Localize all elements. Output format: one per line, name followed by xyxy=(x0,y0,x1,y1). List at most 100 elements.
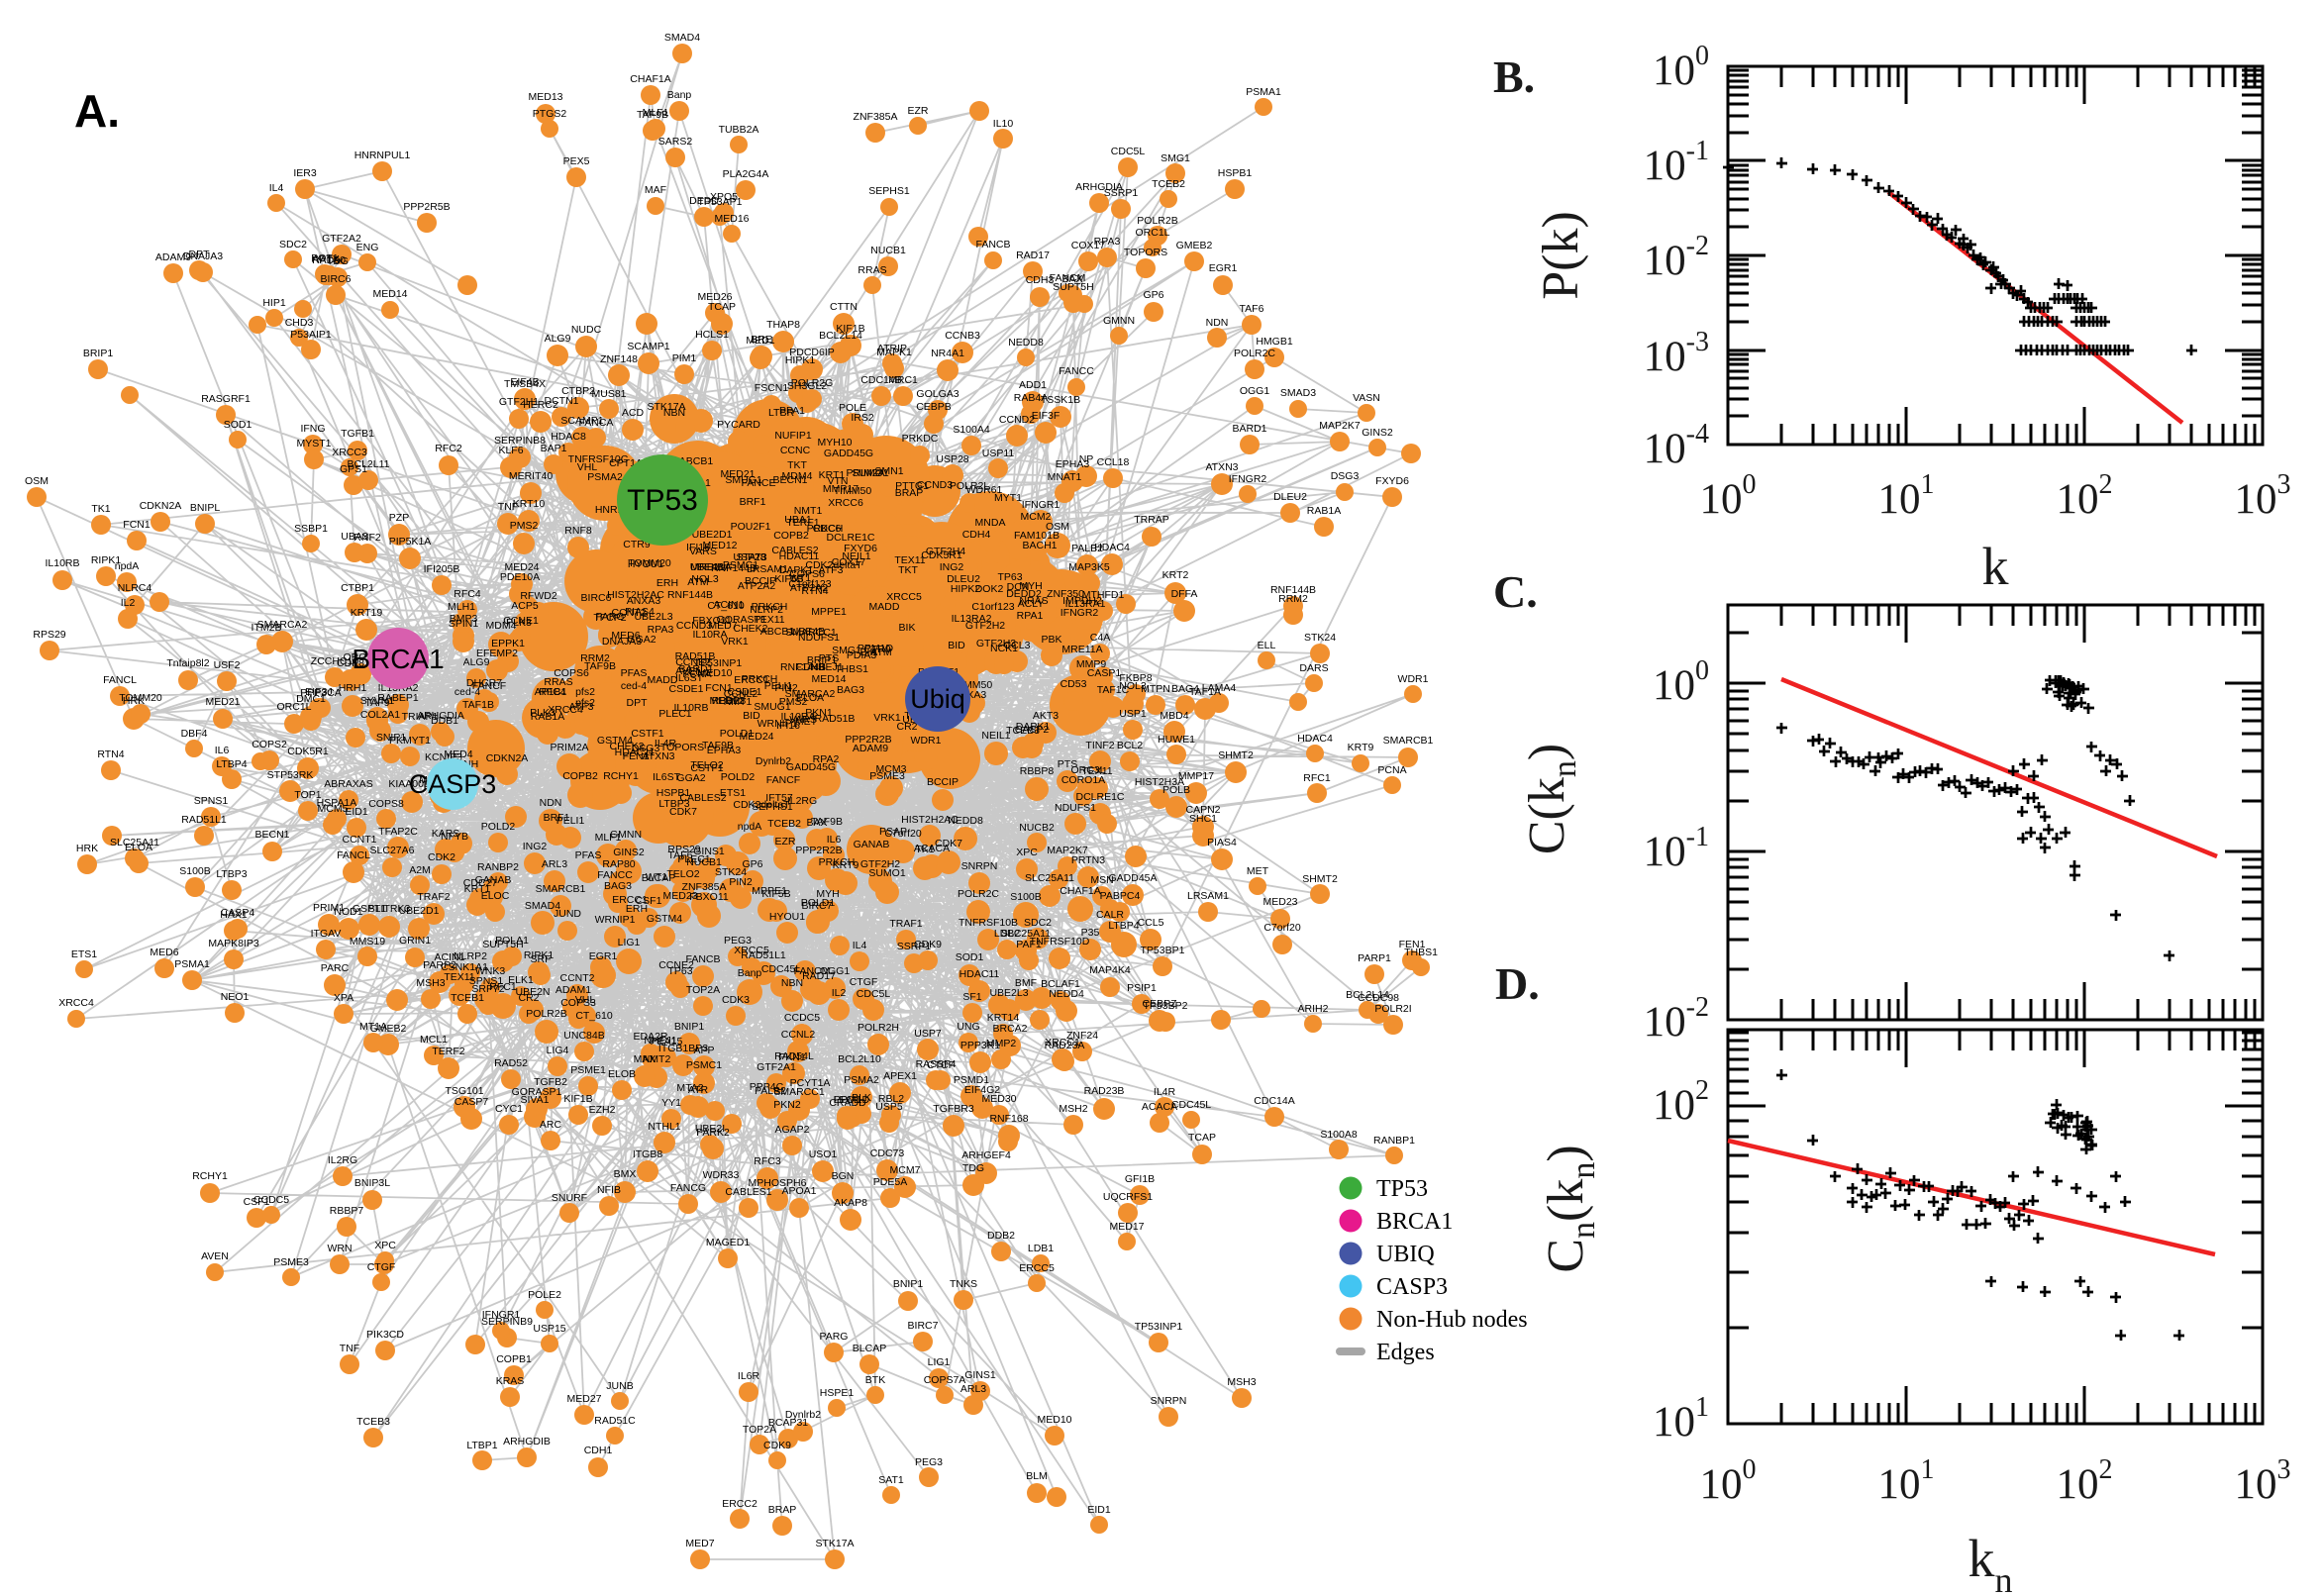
svg-text:CHEK2: CHEK2 xyxy=(733,623,767,635)
svg-text:ATRIP: ATRIP xyxy=(877,343,907,354)
svg-text:ETS1: ETS1 xyxy=(71,948,97,960)
svg-text:ANXA3: ANXA3 xyxy=(627,595,661,607)
svg-text:SLITRK3: SLITRK3 xyxy=(368,903,411,915)
svg-text:CCND3: CCND3 xyxy=(917,479,953,491)
svg-text:PPA1: PPA1 xyxy=(779,405,805,417)
svg-text:NBN: NBN xyxy=(663,407,685,419)
svg-text:NUDC: NUDC xyxy=(571,324,602,336)
svg-text:MED7: MED7 xyxy=(685,1538,714,1549)
svg-text:PLEC1: PLEC1 xyxy=(677,853,710,865)
svg-text:NOL3: NOL3 xyxy=(691,573,719,585)
svg-text:RNF168: RNF168 xyxy=(989,1113,1028,1125)
svg-text:PABPC4: PABPC4 xyxy=(1100,890,1141,902)
svg-text:PKN1: PKN1 xyxy=(805,707,833,719)
svg-text:PIM1: PIM1 xyxy=(672,352,697,364)
svg-text:NDN: NDN xyxy=(540,797,562,809)
svg-text:RAP80: RAP80 xyxy=(602,858,635,870)
svg-text:TNF: TNF xyxy=(340,1343,359,1354)
svg-text:PRTN3: PRTN3 xyxy=(1071,854,1105,866)
svg-text:UQCRFS1: UQCRFS1 xyxy=(1103,1191,1153,1203)
svg-text:TAF1B: TAF1B xyxy=(462,699,494,711)
svg-text:RTN4: RTN4 xyxy=(801,585,828,597)
svg-text:POLD2: POLD2 xyxy=(721,771,756,783)
svg-text:MDM4: MDM4 xyxy=(486,620,517,632)
svg-text:MED24: MED24 xyxy=(504,561,539,573)
svg-text:BCL2L14: BCL2L14 xyxy=(819,330,862,342)
svg-text:IL2: IL2 xyxy=(832,987,847,999)
svg-text:WT1: WT1 xyxy=(789,572,811,584)
svg-text:SCAMP1: SCAMP1 xyxy=(627,341,669,352)
svg-text:MDM4: MDM4 xyxy=(782,470,813,482)
svg-text:C7orf20: C7orf20 xyxy=(884,828,922,840)
svg-text:TEX11: TEX11 xyxy=(894,554,925,566)
svg-text:EPHA3: EPHA3 xyxy=(707,745,742,756)
svg-text:LRSAM1: LRSAM1 xyxy=(747,563,788,575)
svg-text:IFNGR2: IFNGR2 xyxy=(1060,607,1099,619)
svg-text:SUPT5H: SUPT5H xyxy=(1053,281,1093,293)
svg-text:FANCA: FANCA xyxy=(578,417,613,429)
svg-text:MMP17: MMP17 xyxy=(823,483,858,495)
svg-text:GANAB: GANAB xyxy=(475,874,512,886)
svg-text:SLC25A11: SLC25A11 xyxy=(1001,928,1051,940)
svg-text:XPC: XPC xyxy=(1016,847,1038,858)
svg-text:TEX11: TEX11 xyxy=(754,614,784,626)
svg-text:FXYD6: FXYD6 xyxy=(844,543,877,554)
svg-text:RPA1: RPA1 xyxy=(1017,610,1044,622)
svg-text:CASP7: CASP7 xyxy=(454,1096,489,1108)
svg-text:RBL2: RBL2 xyxy=(878,1093,904,1105)
svg-text:FANCM: FANCM xyxy=(1050,272,1086,284)
svg-text:RTN4: RTN4 xyxy=(97,748,124,760)
svg-text:UBE4B: UBE4B xyxy=(690,561,724,573)
svg-text:CHD3: CHD3 xyxy=(285,317,314,329)
svg-text:GORASP1: GORASP1 xyxy=(717,614,767,626)
svg-text:BIRC6: BIRC6 xyxy=(581,592,612,604)
svg-text:APEX1: APEX1 xyxy=(883,1070,917,1082)
svg-text:MED14: MED14 xyxy=(811,673,846,685)
svg-text:DCN: DCN xyxy=(1007,581,1030,593)
svg-text:POLD1: POLD1 xyxy=(801,897,836,909)
svg-text:EFEMP2: EFEMP2 xyxy=(476,648,518,659)
svg-text:MED23: MED23 xyxy=(1262,896,1297,908)
svg-text:C4A: C4A xyxy=(1090,632,1110,644)
svg-text:BCL2L10: BCL2L10 xyxy=(838,1053,881,1065)
svg-text:CCNT2: CCNT2 xyxy=(611,607,646,619)
svg-text:TSSK1B: TSSK1B xyxy=(1041,394,1080,406)
svg-text:ced-4: ced-4 xyxy=(621,680,647,692)
svg-text:PEG3: PEG3 xyxy=(724,935,752,947)
svg-text:ERCC2: ERCC2 xyxy=(722,1498,758,1510)
svg-text:GRIN1: GRIN1 xyxy=(399,935,431,947)
svg-text:ERH: ERH xyxy=(656,577,678,589)
svg-text:TOPORS: TOPORS xyxy=(1124,247,1167,258)
svg-text:PSME3: PSME3 xyxy=(273,1256,309,1268)
svg-text:LIG1: LIG1 xyxy=(618,937,641,948)
svg-text:TELO2: TELO2 xyxy=(666,868,699,880)
svg-text:DAPK1: DAPK1 xyxy=(1016,721,1051,733)
svg-text:MED26: MED26 xyxy=(697,291,732,303)
svg-text:TOMM20: TOMM20 xyxy=(628,557,671,569)
svg-text:CCNT2: CCNT2 xyxy=(559,972,594,984)
svg-text:NEDD8: NEDD8 xyxy=(1008,337,1044,349)
svg-text:DHCR7: DHCR7 xyxy=(466,677,502,689)
svg-text:IFNG: IFNG xyxy=(300,423,325,435)
svg-text:VARS: VARS xyxy=(789,714,817,726)
svg-text:SPNS1: SPNS1 xyxy=(469,975,504,987)
svg-text:BMF: BMF xyxy=(1015,977,1037,989)
svg-text:TMSB4X: TMSB4X xyxy=(504,378,546,390)
svg-text:SMAD4: SMAD4 xyxy=(525,900,560,912)
svg-text:GTF2H3: GTF2H3 xyxy=(976,638,1016,649)
svg-text:CEBPB: CEBPB xyxy=(916,401,952,413)
svg-text:LRSAM1: LRSAM1 xyxy=(1187,890,1229,902)
svg-text:P35: P35 xyxy=(1081,927,1100,939)
svg-text:CDC45L: CDC45L xyxy=(1171,1099,1211,1111)
svg-text:RAB4A: RAB4A xyxy=(1014,392,1048,404)
svg-text:EIF3F: EIF3F xyxy=(1032,410,1060,422)
svg-text:BRF1: BRF1 xyxy=(544,812,570,824)
svg-text:NUFIP1: NUFIP1 xyxy=(774,430,812,442)
svg-text:IRS2: IRS2 xyxy=(851,412,874,424)
svg-text:MADD: MADD xyxy=(869,601,900,613)
svg-text:npdA: npdA xyxy=(115,560,140,572)
svg-text:ELL: ELL xyxy=(1258,640,1276,651)
svg-text:HIST2H2AC: HIST2H2AC xyxy=(607,589,664,601)
svg-text:COPB2: COPB2 xyxy=(562,770,598,782)
svg-text:CSTF1: CSTF1 xyxy=(690,762,723,774)
